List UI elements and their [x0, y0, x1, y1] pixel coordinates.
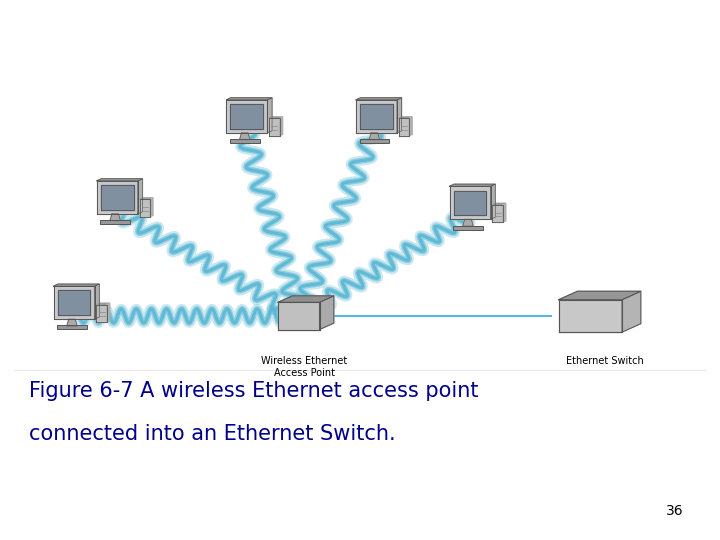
Polygon shape	[107, 303, 110, 322]
Polygon shape	[240, 133, 250, 140]
Polygon shape	[278, 302, 320, 329]
Polygon shape	[226, 98, 272, 100]
Polygon shape	[356, 100, 397, 133]
Polygon shape	[110, 214, 120, 221]
Polygon shape	[399, 117, 413, 118]
FancyBboxPatch shape	[454, 226, 482, 230]
Polygon shape	[53, 286, 94, 319]
Polygon shape	[490, 184, 495, 219]
Polygon shape	[360, 104, 393, 129]
Polygon shape	[140, 198, 153, 199]
Polygon shape	[96, 303, 110, 305]
Text: connected into an Ethernet Switch.: connected into an Ethernet Switch.	[29, 424, 395, 444]
Polygon shape	[279, 117, 283, 136]
FancyBboxPatch shape	[58, 326, 86, 329]
Polygon shape	[269, 118, 279, 136]
Polygon shape	[559, 300, 622, 332]
Polygon shape	[622, 291, 641, 332]
Polygon shape	[409, 117, 413, 136]
Polygon shape	[138, 179, 143, 214]
Polygon shape	[230, 104, 264, 129]
Text: 36: 36	[667, 504, 684, 518]
Polygon shape	[449, 184, 495, 186]
FancyBboxPatch shape	[360, 139, 389, 143]
Polygon shape	[96, 305, 107, 322]
Polygon shape	[267, 98, 272, 133]
Text: Ethernet Switch: Ethernet Switch	[566, 356, 644, 367]
Polygon shape	[101, 185, 134, 210]
Polygon shape	[492, 204, 506, 205]
Polygon shape	[96, 179, 143, 181]
Polygon shape	[269, 117, 283, 118]
Polygon shape	[94, 284, 99, 319]
Polygon shape	[503, 204, 506, 222]
Polygon shape	[96, 181, 138, 214]
Polygon shape	[454, 191, 487, 215]
Polygon shape	[67, 319, 77, 326]
Polygon shape	[58, 291, 91, 315]
Polygon shape	[492, 205, 503, 222]
Polygon shape	[397, 98, 402, 133]
Polygon shape	[449, 186, 490, 219]
Polygon shape	[463, 219, 473, 226]
Polygon shape	[150, 198, 153, 217]
FancyBboxPatch shape	[230, 139, 259, 143]
Polygon shape	[320, 296, 334, 329]
Polygon shape	[369, 133, 379, 140]
Polygon shape	[140, 199, 150, 217]
Polygon shape	[53, 284, 99, 286]
Polygon shape	[559, 291, 641, 300]
Polygon shape	[278, 296, 334, 302]
Polygon shape	[399, 118, 409, 136]
FancyBboxPatch shape	[101, 220, 130, 224]
Polygon shape	[226, 100, 267, 133]
Text: Wireless Ethernet
Access Point: Wireless Ethernet Access Point	[261, 356, 348, 378]
Text: Figure 6-7 A wireless Ethernet access point: Figure 6-7 A wireless Ethernet access po…	[29, 381, 478, 401]
Polygon shape	[356, 98, 402, 100]
